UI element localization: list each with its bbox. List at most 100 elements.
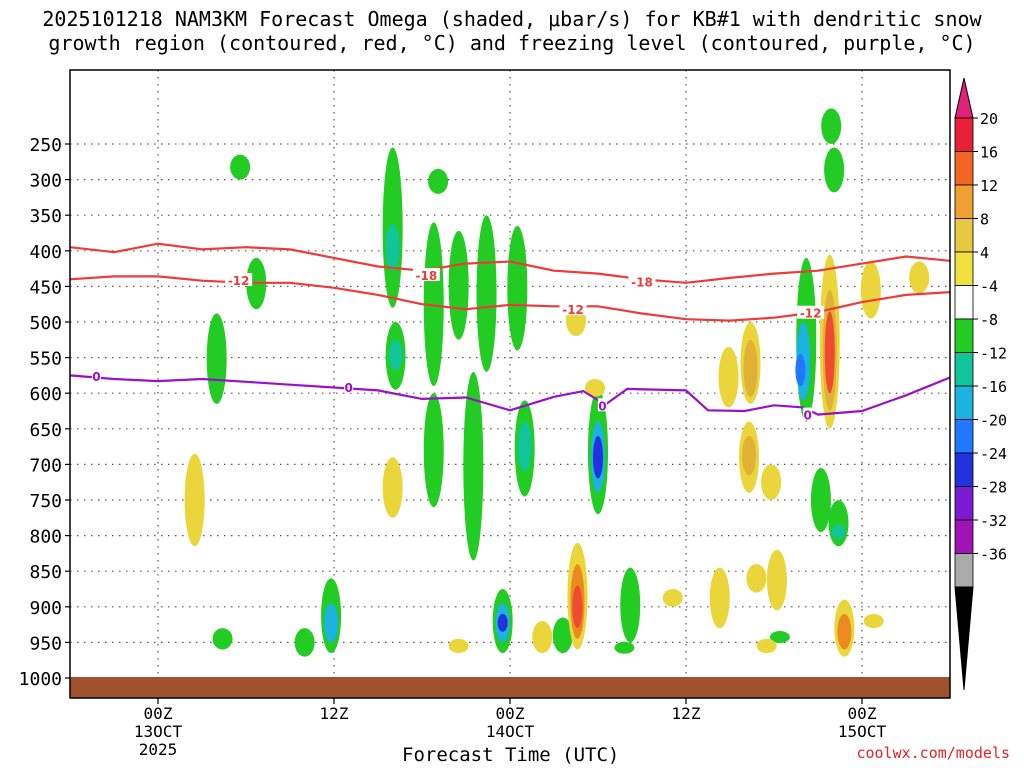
y-tick-label: 900 xyxy=(29,598,62,619)
colorbar-segment xyxy=(954,519,974,554)
colorbar-segment xyxy=(954,419,974,454)
omega-region xyxy=(909,261,930,294)
y-tick-label: 300 xyxy=(29,171,62,192)
omega-region xyxy=(572,585,583,629)
contour-label: -18 xyxy=(416,269,438,283)
x-tick-sublabel: 2025 xyxy=(139,740,178,759)
omega-region xyxy=(294,628,315,657)
x-tick-sublabel: 14OCT xyxy=(486,722,535,741)
omega-region xyxy=(761,464,782,501)
contour-label: -12 xyxy=(562,303,584,317)
omega-region xyxy=(769,631,790,644)
omega-region xyxy=(860,261,881,319)
omega-region xyxy=(230,154,251,180)
x-tick-label: 12Z xyxy=(672,704,701,723)
colorbar-segment xyxy=(954,218,974,253)
omega-region xyxy=(718,346,739,408)
omega-region xyxy=(448,638,469,654)
omega-region xyxy=(828,500,849,547)
omega-region xyxy=(837,613,852,650)
credit-link[interactable]: coolwx.com/models xyxy=(856,744,1010,762)
y-tick-label: 600 xyxy=(29,384,62,405)
ground-band xyxy=(70,677,950,698)
omega-region xyxy=(742,435,757,476)
y-tick-label: 400 xyxy=(29,242,62,263)
contour-label-bg xyxy=(412,268,440,282)
contour-label-bg xyxy=(797,305,825,319)
omega-region xyxy=(476,215,497,372)
x-tick-label: 12Z xyxy=(320,704,349,723)
colorbar-label: -28 xyxy=(980,479,1007,497)
contour-label-bg xyxy=(559,302,587,316)
y-tick-label: 950 xyxy=(29,633,62,654)
colorbar-segment xyxy=(954,486,974,521)
colorbar-segment xyxy=(954,251,974,286)
omega-region xyxy=(463,371,484,561)
omega-region xyxy=(810,467,831,533)
contour-label-bg xyxy=(628,274,656,288)
contour-label-bg xyxy=(803,407,813,421)
omega-region xyxy=(662,589,683,607)
contour-label: 0 xyxy=(344,381,352,395)
colorbar: 20 16 12 8 4 -4 -8 -12 -16 -20 -24 -28 -32 -36 xyxy=(954,77,1007,691)
omega-region xyxy=(766,549,787,611)
omega-region xyxy=(709,567,730,629)
omega-region xyxy=(382,457,403,518)
omega-region xyxy=(212,628,233,650)
omega-region xyxy=(423,393,444,508)
y-tick-label: 350 xyxy=(29,206,62,227)
x-tick-label: 00Z xyxy=(496,704,525,723)
omega-region xyxy=(593,435,603,479)
colorbar-segment xyxy=(954,117,974,152)
contour-label: -18 xyxy=(631,275,653,289)
colorbar-label: 8 xyxy=(980,211,989,229)
omega-region xyxy=(831,524,846,540)
colorbar-top-arrow xyxy=(954,77,974,119)
colorbar-label: -20 xyxy=(980,412,1007,430)
contour-label: 0 xyxy=(92,370,100,384)
contour-line-0 xyxy=(70,242,950,284)
omega-region xyxy=(517,421,532,472)
y-tick-label: 500 xyxy=(29,313,62,334)
colorbar-label: -12 xyxy=(980,345,1007,363)
colorbar-label: 12 xyxy=(980,177,998,195)
contour-label-bg xyxy=(597,398,607,412)
omega-region xyxy=(552,617,573,654)
colorbar-label: -8 xyxy=(980,311,998,329)
omega-region xyxy=(824,311,835,394)
omega-region xyxy=(614,641,635,654)
omega-region xyxy=(746,564,767,593)
y-tick-label: 550 xyxy=(29,349,62,370)
omega-region xyxy=(428,168,449,194)
contour-label: -12 xyxy=(800,307,822,321)
colorbar-segment xyxy=(954,184,974,219)
x-tick-sublabel: 15OCT xyxy=(838,722,887,741)
colorbar-label: -32 xyxy=(980,512,1007,530)
y-axis: 250 300 350 400 450 500 550 600 650 700 750 800 850 9… xyxy=(19,135,70,690)
colorbar-segment xyxy=(954,352,974,387)
omega-region xyxy=(497,613,508,632)
omega-region xyxy=(585,378,606,397)
x-tick-label: 00Z xyxy=(848,704,877,723)
y-tick-label: 1000 xyxy=(19,669,62,690)
omega-region xyxy=(756,638,777,654)
omega-region xyxy=(824,147,845,193)
contour-label: 0 xyxy=(804,409,812,423)
colorbar-segment xyxy=(954,151,974,186)
colorbar-label: -16 xyxy=(980,378,1007,396)
colorbar-label: -36 xyxy=(980,546,1007,564)
colorbar-label: 16 xyxy=(980,144,998,162)
colorbar-segment xyxy=(954,553,974,588)
y-tick-label: 450 xyxy=(29,277,62,298)
y-tick-label: 700 xyxy=(29,455,62,476)
x-tick-sublabel: 13OCT xyxy=(134,722,183,741)
omega-region xyxy=(385,223,400,271)
omega-region xyxy=(795,354,806,387)
colorbar-segment xyxy=(954,318,974,353)
x-axis-title: Forecast Time (UTC) xyxy=(402,744,620,766)
omega-region xyxy=(324,603,339,643)
omega-region xyxy=(184,453,205,547)
contour-label: -12 xyxy=(228,274,250,288)
